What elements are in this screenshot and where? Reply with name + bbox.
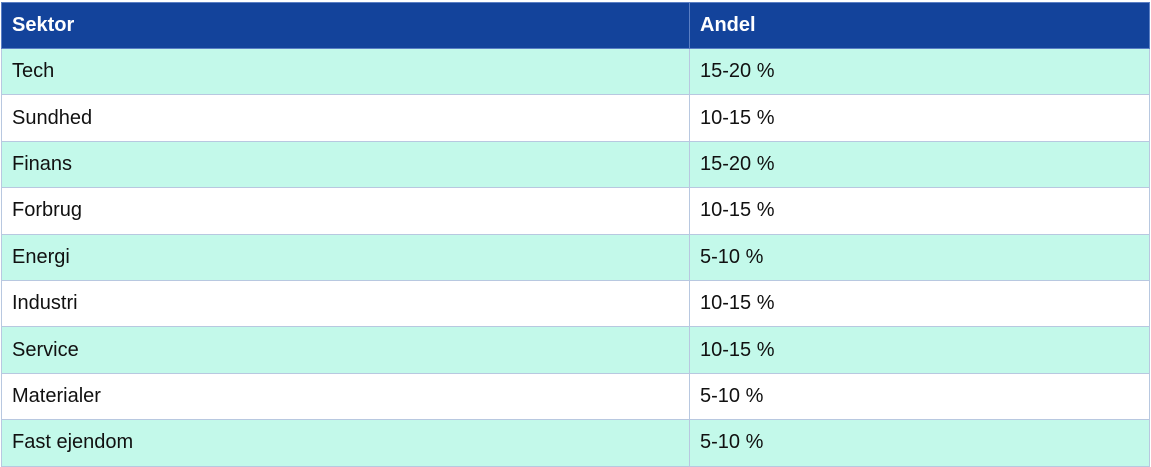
table-row: Finans 15-20 % xyxy=(1,140,1150,189)
table-row: Fast ejendom 5-10 % xyxy=(1,419,1150,467)
sector-cell: Forbrug xyxy=(1,187,690,235)
table-row: Tech 15-20 % xyxy=(1,47,1150,96)
share-cell: 5-10 % xyxy=(689,372,1150,421)
share-cell: 10-15 % xyxy=(689,279,1150,328)
share-cell: 5-10 % xyxy=(689,233,1150,281)
sector-cell: Materialer xyxy=(1,372,690,421)
header-row: Sektor Andel xyxy=(1,2,1150,49)
column-header-sector: Sektor xyxy=(1,2,690,49)
share-cell: 15-20 % xyxy=(689,47,1150,96)
sector-cell: Service xyxy=(1,326,690,374)
sector-cell: Finans xyxy=(1,140,690,189)
sector-cell: Fast ejendom xyxy=(1,419,690,467)
share-cell: 10-15 % xyxy=(689,326,1150,374)
table-body: Tech 15-20 % Sundhed 10-15 % Finans 15-2… xyxy=(1,47,1150,467)
table-row: Industri 10-15 % xyxy=(1,279,1150,328)
table-row: Sundhed 10-15 % xyxy=(1,94,1150,142)
table-header: Sektor Andel xyxy=(1,2,1150,49)
share-cell: 10-15 % xyxy=(689,94,1150,142)
table-row: Service 10-15 % xyxy=(1,326,1150,374)
sector-cell: Energi xyxy=(1,233,690,281)
table-row: Materialer 5-10 % xyxy=(1,372,1150,421)
sector-cell: Sundhed xyxy=(1,94,690,142)
column-header-share: Andel xyxy=(689,2,1150,49)
share-cell: 15-20 % xyxy=(689,140,1150,189)
share-cell: 5-10 % xyxy=(689,419,1150,467)
sector-cell: Industri xyxy=(1,279,690,328)
sector-cell: Tech xyxy=(1,47,690,96)
table-row: Forbrug 10-15 % xyxy=(1,187,1150,235)
table-row: Energi 5-10 % xyxy=(1,233,1150,281)
share-cell: 10-15 % xyxy=(689,187,1150,235)
